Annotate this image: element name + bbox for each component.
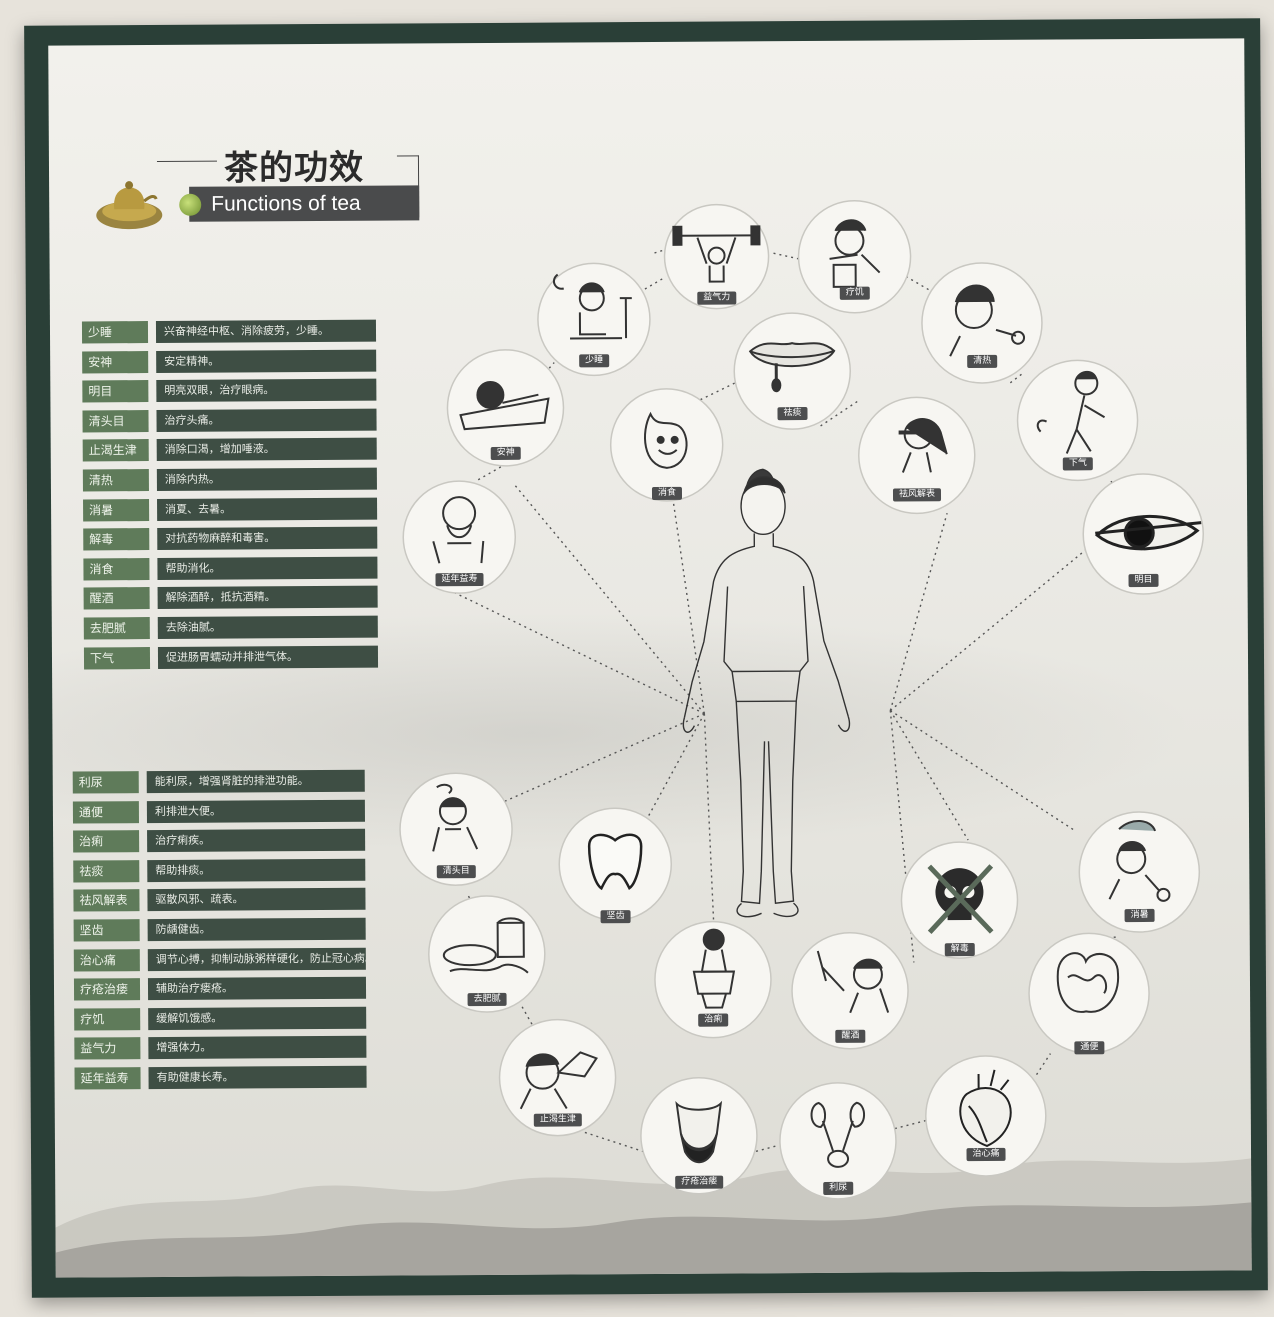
connector-line [700,378,743,401]
old-man-icon [432,496,485,564]
connector-line [477,713,705,814]
node-label-n6: 安神 [490,446,521,460]
node-label-n4: 清热 [967,354,998,369]
connector-line [773,252,800,260]
node-label-n3: 少睡 [579,354,610,368]
node-label-n8: 祛风解表 [892,488,942,502]
eye-icon [1095,514,1202,551]
node-label-n2: 疗饥 [839,286,870,300]
weightlifter-icon [672,225,761,283]
node-label-n1: 益气力 [697,291,737,305]
fistula-icon [675,1100,723,1164]
node-n19 [1028,932,1150,1055]
node-label-n15: 消暑 [1124,908,1155,923]
connector-line [544,362,555,374]
node-n16 [428,895,546,1013]
drinking-man-icon [816,950,890,1014]
connector-line [475,466,502,482]
sleeping-person-icon [459,380,550,431]
node-label-n21: 疗疮治瘘 [675,1175,724,1189]
teapot-icon [94,171,164,231]
connector-line [584,1131,646,1153]
node-label-n14: 解毒 [944,943,975,957]
greasy-food-icon [442,917,529,974]
node-n1 [663,203,770,310]
node-label-n13: 坚齿 [600,910,631,924]
intestines-icon [1056,952,1120,1013]
node-n11 [1082,473,1205,595]
toilet-person-icon [692,928,736,1009]
node-n8 [858,396,976,515]
node-label-n16: 去肥腻 [467,992,507,1007]
dizzy-person-icon [432,783,479,852]
kidneys-icon [810,1101,866,1168]
drinking-tea-icon [519,1051,598,1110]
coughing-woman-icon [898,418,948,473]
connector-line [889,710,969,841]
tooth-icon [587,833,643,891]
node-label-n5: 祛痰 [777,407,808,421]
function-nodes [399,199,1205,1200]
node-label-n20: 止渴生津 [533,1113,582,1127]
node-label-n18: 醒酒 [835,1029,866,1043]
node-n23 [925,1055,1047,1177]
connector-lines [451,246,1120,1153]
studying-person-icon [552,273,632,340]
node-n4 [921,262,1043,384]
fevered-person-icon [949,284,1026,357]
node-n15 [1078,811,1201,933]
node-n12 [399,772,513,886]
connector-line [755,1144,780,1153]
node-n14 [900,841,1019,959]
connector-line [889,512,948,711]
node-label-n9: 下气 [1062,457,1093,471]
sweating-person-icon [1108,820,1171,902]
node-label-n12: 清头目 [436,865,476,879]
connector-line [1035,1053,1052,1076]
node-n6 [446,349,565,467]
lips-icon [748,342,836,393]
node-n21 [640,1076,758,1195]
connector-line [639,276,667,293]
node-label-n10: 延年益寿 [435,573,484,587]
node-n22 [779,1082,897,1200]
connector-line [889,709,1074,831]
connector-line [820,400,859,427]
node-label-n22: 利尿 [823,1181,854,1195]
connector-line [894,1119,928,1130]
connector-line [889,548,1087,712]
connector-line [451,590,705,715]
bending-man-icon [1036,370,1106,454]
node-label-n23: 治心痛 [966,1147,1006,1162]
node-label-n7: 消食 [651,486,683,500]
node-n9 [1016,359,1139,482]
node-n7 [609,388,724,502]
connector-line [703,713,715,922]
stomach-character-icon [644,411,688,469]
node-n13 [558,807,673,921]
human-figure-icon [682,468,851,918]
node-n18 [791,932,909,1050]
mountain-silhouette [55,1158,1252,1278]
node-n5 [733,312,852,430]
connector-line [521,1006,533,1026]
body-functions-diagram [399,199,1205,1200]
crossed-skull-icon [927,864,994,934]
connector-line [512,482,705,715]
connector-line [1009,373,1023,384]
poster-board: 茶的功效 Functions of tea 少睡 兴奋神经中枢、消除疲劳，少睡。 … [48,38,1252,1278]
node-n17 [654,920,772,1039]
node-label-n11: 明目 [1128,573,1159,588]
connector-line [647,713,705,818]
node-n3 [537,262,651,377]
heart-icon [959,1069,1012,1148]
node-n20 [498,1018,617,1137]
connector-line [672,499,706,714]
node-n10 [402,480,517,594]
node-label-n17: 治痢 [698,1013,729,1027]
node-label-n19: 通便 [1074,1041,1105,1055]
